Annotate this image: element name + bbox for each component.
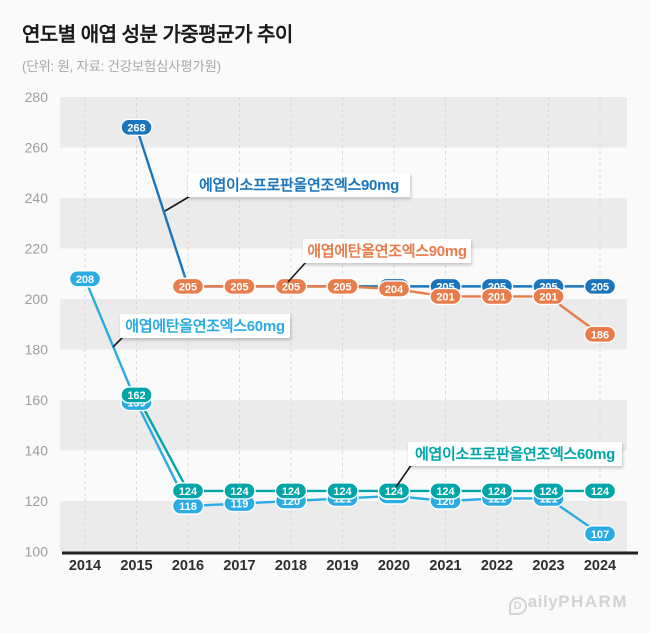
data-point-badge	[377, 482, 411, 500]
x-axis-tick-label: 2016	[172, 558, 204, 574]
data-point-value: 124	[179, 486, 198, 498]
data-point-value: 107	[591, 529, 609, 541]
series-label-box	[408, 442, 622, 466]
plot-band	[60, 501, 627, 552]
data-point-badge	[583, 325, 617, 344]
data-point-value: 118	[179, 501, 197, 513]
data-point-badge	[480, 482, 514, 500]
data-point-badge	[532, 482, 565, 500]
data-point-badge	[326, 482, 359, 500]
y-axis-tick-label: 120	[25, 493, 49, 509]
data-point-badge	[429, 287, 462, 306]
chart-subtitle: (단위: 원, 자료: 건강보험심사평가원)	[22, 59, 221, 74]
y-axis-tick-label: 260	[25, 140, 49, 156]
data-point-badge	[120, 118, 153, 136]
data-point-value: 124	[282, 486, 301, 498]
data-point-badge	[532, 287, 565, 306]
data-point-value: 124	[539, 486, 558, 498]
callout-connector	[287, 260, 308, 283]
data-point-badge	[120, 386, 153, 404]
data-point-badge	[171, 277, 205, 296]
data-point-value: 205	[591, 281, 609, 293]
data-point-value: 205	[333, 281, 351, 293]
y-axis-tick-label: 140	[25, 443, 49, 459]
x-axis-tick-label: 2018	[275, 558, 307, 574]
callout-connector	[164, 194, 193, 212]
data-point-badge	[429, 482, 462, 500]
x-axis-tick-label: 2023	[532, 558, 564, 574]
data-point-badge	[583, 482, 617, 500]
plot-band	[60, 97, 627, 148]
data-point-value: 124	[436, 486, 455, 498]
data-point-value: 208	[76, 274, 94, 286]
data-point-badge	[326, 277, 359, 296]
y-axis-tick-label: 160	[25, 392, 49, 408]
data-point-value: 201	[436, 291, 454, 303]
dailypharm-logo-daily: aily	[527, 592, 559, 611]
x-axis-tick-label: 2021	[429, 558, 461, 574]
price-trend-line-chart: 100 120 140 160 180 200 220 240 260 280 2014 2015 20…	[25, 89, 638, 574]
y-axis-tick-label: 200	[25, 291, 49, 307]
data-point-badge	[223, 277, 256, 296]
chart-area: 100 120 140 160 180 200 220 240 260 280 2014 2015 20…	[0, 85, 650, 585]
y-axis-tick-label: 220	[25, 241, 49, 257]
data-point-value: 205	[179, 281, 197, 293]
x-axis-tick-label: 2014	[69, 558, 101, 574]
data-point-badge	[68, 270, 102, 288]
data-point-badge	[583, 525, 617, 543]
data-point-value: 124	[333, 486, 352, 498]
data-point-value: 186	[591, 329, 609, 341]
data-point-value: 205	[282, 281, 300, 293]
y-axis-tick-label: 100	[25, 544, 49, 560]
x-axis-tick-label: 2022	[481, 558, 513, 574]
dailypharm-d-icon: D	[508, 597, 527, 615]
series-label-text: 에엽이소프로판올연조엑스60mg	[415, 445, 615, 463]
data-point-value: 201	[539, 291, 557, 303]
series-label-box	[188, 173, 410, 197]
data-point-value: 204	[385, 284, 404, 296]
series-line-3	[135, 393, 602, 493]
data-point-badge	[583, 277, 617, 296]
data-point-value: 124	[385, 486, 404, 498]
series-label-text: 애엽에탄올연조엑스90mg	[307, 242, 467, 260]
data-point-value: 124	[488, 486, 507, 498]
series-label-text: 애엽에탄올연조엑스60mg	[125, 317, 285, 335]
x-axis-tick-label: 2020	[378, 558, 410, 574]
x-axis-tick-label: 2015	[120, 558, 152, 574]
data-point-badge	[171, 482, 205, 500]
y-axis-tick-label: 240	[25, 190, 49, 206]
x-axis-tick-label: 2017	[223, 558, 255, 574]
page-title: 연도별 애엽 성분 가중평균가 추이	[22, 24, 293, 46]
data-point-value: 205	[230, 281, 248, 293]
series-label-text: 에엽이소프로판올연조엑스90mg	[199, 176, 399, 194]
data-point-value: 119	[231, 499, 249, 511]
data-point-badge	[480, 287, 514, 306]
series-label-box	[120, 314, 290, 338]
series-label-box	[303, 239, 471, 263]
data-point-value: 124	[591, 486, 610, 498]
data-point-value: 124	[230, 486, 249, 498]
y-axis-tick-label: 180	[25, 342, 49, 358]
data-point-badge	[377, 280, 411, 298]
x-axis-tick-label: 2019	[326, 558, 358, 574]
data-point-badge	[274, 482, 308, 500]
chart-header: 연도별 애엽 성분 가중평균가 추이 (단위: 원, 자료: 건강보험심사평가원…	[22, 18, 293, 75]
callout-connector	[395, 463, 413, 488]
data-point-value: 201	[488, 291, 506, 303]
data-point-badge	[223, 482, 256, 500]
dailypharm-logo-pharm: PHARM	[558, 592, 628, 611]
y-axis-tick-label: 280	[25, 89, 49, 105]
data-point-value: 268	[127, 122, 145, 134]
x-axis-tick-label: 2024	[584, 558, 616, 574]
data-point-value: 162	[127, 390, 145, 402]
